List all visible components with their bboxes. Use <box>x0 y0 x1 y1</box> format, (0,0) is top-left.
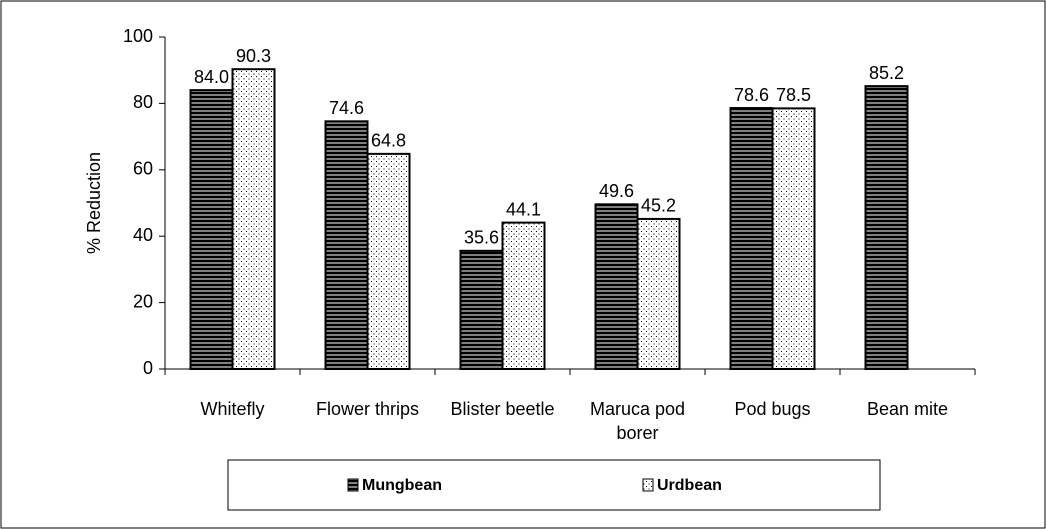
value-label: 45.2 <box>641 196 676 216</box>
x-tick-label: Whitefly <box>200 399 265 419</box>
y-tick-label: 80 <box>133 92 153 112</box>
value-label: 90.3 <box>236 46 271 66</box>
y-tick-label: 20 <box>133 291 153 311</box>
bar <box>729 107 774 370</box>
value-label: 74.6 <box>329 98 364 118</box>
bar <box>636 217 681 370</box>
y-tick-label: 0 <box>143 358 153 378</box>
legend-label: Urdbean <box>657 477 722 494</box>
legend-swatch <box>642 478 654 492</box>
bar <box>864 85 909 371</box>
legend-box <box>227 459 881 511</box>
bar <box>594 203 639 370</box>
y-tick-label: 100 <box>123 26 153 46</box>
bar <box>501 221 546 370</box>
value-label: 84.0 <box>194 67 229 87</box>
x-tick-label: Maruca pod borer <box>589 399 686 443</box>
bar <box>366 152 411 370</box>
y-tick-label: 60 <box>133 159 153 179</box>
x-tick-label: Blister beetle <box>450 399 555 419</box>
value-label: 78.6 <box>734 85 769 105</box>
value-label: 44.1 <box>506 199 541 219</box>
bar <box>231 68 276 370</box>
bar <box>324 120 369 370</box>
x-tick-label: Bean mite <box>866 399 949 419</box>
legend-swatch <box>347 478 359 492</box>
value-label: 78.5 <box>776 85 811 105</box>
value-label: 49.6 <box>599 181 634 201</box>
legend-label: Mungbean <box>362 477 442 494</box>
bar <box>189 89 234 371</box>
value-label: 85.2 <box>869 63 904 83</box>
x-tick-label: Pod bugs <box>734 399 811 419</box>
bar <box>771 107 816 370</box>
x-tick-label: Flower thrips <box>315 399 420 419</box>
y-tick-label: 40 <box>133 225 153 245</box>
value-label: 35.6 <box>464 228 499 248</box>
y-axis-label: % Reduction <box>84 152 104 254</box>
value-label: 64.8 <box>371 131 406 151</box>
bar <box>459 249 504 370</box>
